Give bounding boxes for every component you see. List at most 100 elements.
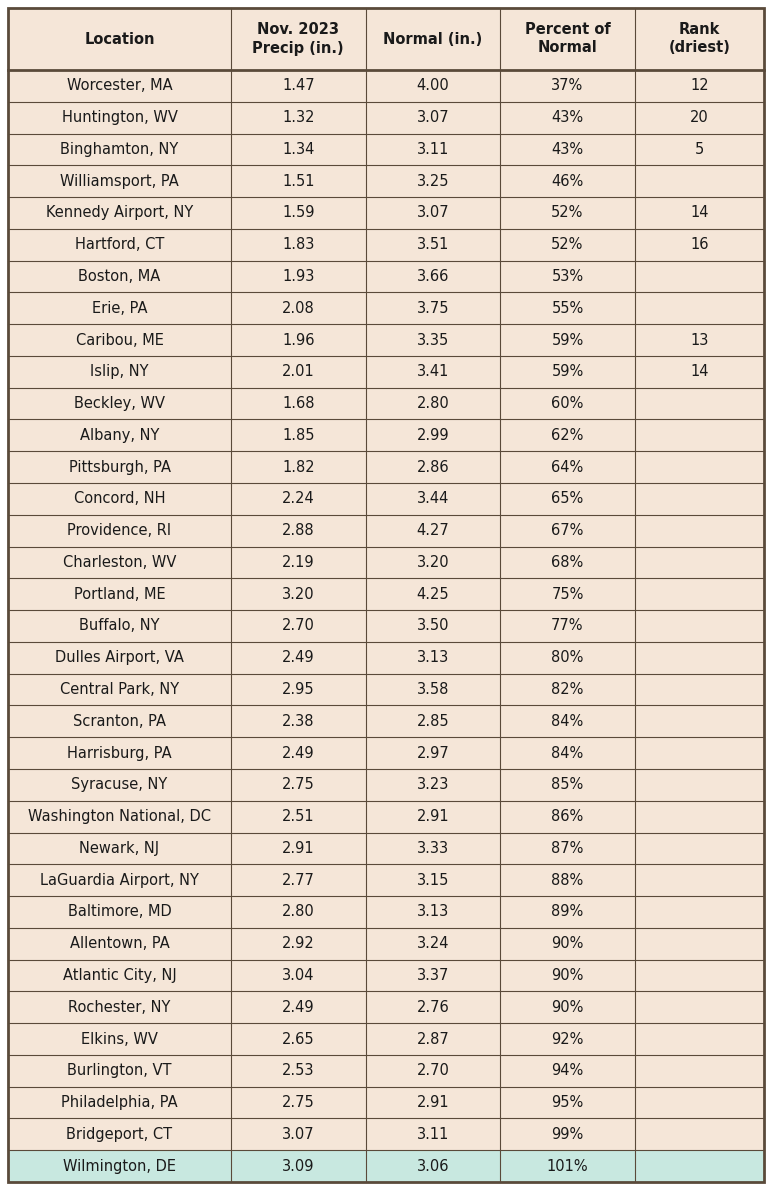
Bar — [8, 737, 764, 769]
Bar — [8, 801, 764, 833]
Text: 12: 12 — [690, 79, 709, 93]
Text: 3.20: 3.20 — [282, 587, 315, 602]
Text: 65%: 65% — [551, 491, 584, 507]
Text: Kennedy Airport, NY: Kennedy Airport, NY — [46, 206, 193, 220]
Text: 2.85: 2.85 — [417, 714, 449, 728]
Text: 3.13: 3.13 — [417, 904, 449, 920]
Text: 1.68: 1.68 — [282, 396, 314, 411]
Text: 2.91: 2.91 — [417, 809, 449, 825]
Text: 2.49: 2.49 — [282, 746, 315, 760]
Text: 87%: 87% — [551, 841, 584, 856]
Text: 68%: 68% — [551, 555, 584, 570]
Text: 80%: 80% — [551, 650, 584, 665]
Text: 16: 16 — [690, 237, 709, 252]
Text: 2.19: 2.19 — [282, 555, 315, 570]
Text: Islip, NY: Islip, NY — [90, 364, 149, 380]
Text: 3.41: 3.41 — [417, 364, 449, 380]
Text: Pittsburgh, PA: Pittsburgh, PA — [69, 459, 171, 475]
Text: 53%: 53% — [551, 269, 584, 284]
Text: 3.37: 3.37 — [417, 967, 449, 983]
Text: Normal (in.): Normal (in.) — [383, 31, 482, 46]
Text: 52%: 52% — [551, 237, 584, 252]
Text: Buffalo, NY: Buffalo, NY — [80, 619, 160, 633]
Text: 89%: 89% — [551, 904, 584, 920]
Text: Scranton, PA: Scranton, PA — [73, 714, 166, 728]
Text: Beckley, WV: Beckley, WV — [74, 396, 165, 411]
Text: 2.24: 2.24 — [282, 491, 315, 507]
Text: 92%: 92% — [551, 1032, 584, 1046]
Bar — [8, 864, 764, 896]
Text: 2.91: 2.91 — [417, 1095, 449, 1110]
Text: 3.25: 3.25 — [417, 174, 449, 189]
Text: 86%: 86% — [551, 809, 584, 825]
Text: 2.92: 2.92 — [282, 937, 315, 951]
Text: 90%: 90% — [551, 967, 584, 983]
Text: 1.85: 1.85 — [282, 428, 314, 443]
Text: 3.11: 3.11 — [417, 142, 449, 157]
Text: 3.58: 3.58 — [417, 682, 449, 697]
Text: (driest): (driest) — [669, 40, 730, 56]
Text: 2.76: 2.76 — [417, 1000, 449, 1015]
Text: 1.47: 1.47 — [282, 79, 315, 93]
Text: 1.32: 1.32 — [282, 111, 314, 125]
Text: Newark, NJ: Newark, NJ — [80, 841, 160, 856]
Bar — [8, 483, 764, 515]
Bar — [8, 959, 764, 991]
Text: 46%: 46% — [551, 174, 584, 189]
Bar — [8, 769, 764, 801]
Text: 3.66: 3.66 — [417, 269, 449, 284]
Bar — [8, 1086, 764, 1119]
Text: 2.49: 2.49 — [282, 650, 315, 665]
Text: 2.08: 2.08 — [282, 301, 315, 315]
Text: 3.07: 3.07 — [417, 206, 449, 220]
Bar — [8, 610, 764, 641]
Bar — [8, 1054, 764, 1086]
Bar — [8, 896, 764, 928]
Text: 2.80: 2.80 — [282, 904, 315, 920]
Bar — [8, 356, 764, 388]
Bar — [8, 674, 764, 706]
Text: Central Park, NY: Central Park, NY — [60, 682, 179, 697]
Text: Syracuse, NY: Syracuse, NY — [71, 777, 168, 793]
Text: 3.09: 3.09 — [282, 1159, 314, 1173]
Text: 1.51: 1.51 — [282, 174, 314, 189]
Text: 2.38: 2.38 — [282, 714, 314, 728]
Text: Philadelphia, PA: Philadelphia, PA — [61, 1095, 178, 1110]
Text: 3.44: 3.44 — [417, 491, 449, 507]
Text: 60%: 60% — [551, 396, 584, 411]
Text: 59%: 59% — [551, 364, 584, 380]
Bar — [8, 1151, 764, 1182]
Text: Rank: Rank — [679, 23, 720, 38]
Text: 85%: 85% — [551, 777, 584, 793]
Text: 2.86: 2.86 — [417, 459, 449, 475]
Text: Binghamton, NY: Binghamton, NY — [60, 142, 178, 157]
Text: 2.01: 2.01 — [282, 364, 315, 380]
Text: 3.20: 3.20 — [417, 555, 449, 570]
Text: 3.13: 3.13 — [417, 650, 449, 665]
Text: Washington National, DC: Washington National, DC — [28, 809, 211, 825]
Text: 1.96: 1.96 — [282, 332, 314, 347]
Text: 2.49: 2.49 — [282, 1000, 315, 1015]
Text: Wilmington, DE: Wilmington, DE — [63, 1159, 176, 1173]
Text: 75%: 75% — [551, 587, 584, 602]
Bar — [8, 928, 764, 959]
Text: 4.25: 4.25 — [417, 587, 449, 602]
Text: Caribou, ME: Caribou, ME — [76, 332, 164, 347]
Bar — [8, 706, 764, 737]
Text: Percent of: Percent of — [524, 23, 611, 38]
Text: 5: 5 — [695, 142, 704, 157]
Text: 1.93: 1.93 — [282, 269, 314, 284]
Text: 2.95: 2.95 — [282, 682, 315, 697]
Text: 55%: 55% — [551, 301, 584, 315]
Bar — [8, 70, 764, 102]
Text: Location: Location — [84, 31, 154, 46]
Bar — [8, 578, 764, 610]
Bar — [8, 198, 764, 228]
Bar — [8, 833, 764, 864]
Text: 2.53: 2.53 — [282, 1064, 314, 1078]
Text: Boston, MA: Boston, MA — [79, 269, 161, 284]
Text: Elkins, WV: Elkins, WV — [81, 1032, 158, 1046]
Text: 84%: 84% — [551, 746, 584, 760]
Text: 82%: 82% — [551, 682, 584, 697]
Text: 13: 13 — [690, 332, 709, 347]
